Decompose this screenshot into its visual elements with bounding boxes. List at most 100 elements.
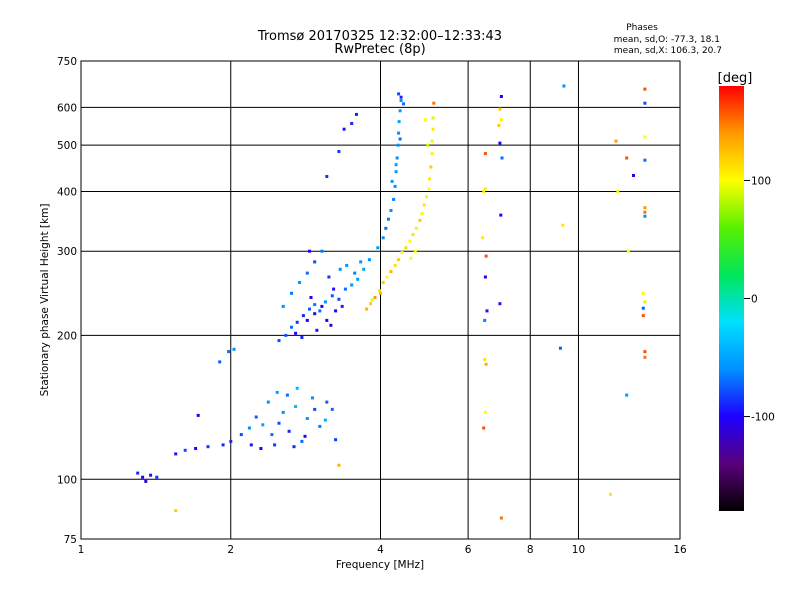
data-point — [614, 139, 618, 143]
data-point — [499, 516, 503, 520]
data-point — [332, 287, 336, 291]
data-point — [287, 429, 291, 433]
data-point — [355, 112, 358, 116]
data-point — [390, 179, 394, 183]
data-point — [315, 328, 319, 332]
data-point — [305, 271, 309, 275]
data-point — [381, 236, 385, 240]
data-point — [397, 120, 401, 124]
data-point — [239, 433, 243, 437]
y-tick-label: 200 — [57, 330, 77, 342]
y-tick-label: 100 — [57, 474, 77, 486]
data-point — [318, 424, 322, 428]
data-point — [301, 314, 305, 318]
data-point — [277, 421, 281, 425]
data-point — [290, 325, 293, 329]
colorbar-tick-label: 0 — [751, 294, 758, 306]
x-tick-label: 8 — [527, 544, 534, 556]
x-tick-label: 6 — [465, 544, 472, 556]
data-point — [393, 264, 397, 267]
data-point — [625, 156, 629, 160]
data-point — [254, 415, 258, 419]
data-point — [313, 312, 317, 316]
data-point — [308, 249, 311, 253]
data-point — [353, 271, 357, 275]
data-point — [362, 267, 366, 271]
data-point — [320, 249, 324, 253]
data-point — [409, 256, 413, 260]
data-point — [485, 309, 489, 313]
data-point — [343, 287, 347, 291]
data-point — [400, 251, 404, 255]
data-point — [221, 443, 225, 447]
data-point — [399, 95, 403, 99]
data-point — [369, 302, 373, 306]
x-tick-label: 2 — [227, 544, 234, 556]
data-point — [136, 471, 140, 475]
phase-box-o-stats: mean, sd,O: -77.3, 18.1 — [614, 35, 720, 45]
data-point — [429, 165, 433, 169]
data-point — [229, 439, 233, 443]
data-point — [430, 139, 434, 143]
data-point — [420, 211, 424, 215]
data-point — [227, 350, 231, 354]
data-point — [313, 303, 317, 307]
data-point — [174, 509, 178, 513]
data-point — [643, 355, 647, 359]
data-point — [484, 362, 488, 366]
grid-lines — [81, 61, 680, 539]
data-point — [387, 217, 390, 221]
x-tick-label: 16 — [673, 544, 687, 556]
data-point — [194, 447, 198, 450]
data-point — [643, 214, 647, 218]
data-point — [174, 452, 178, 456]
data-point — [247, 426, 251, 430]
data-point — [340, 304, 344, 308]
plot-frame — [80, 60, 681, 540]
data-point — [483, 275, 487, 279]
data-point — [643, 101, 647, 105]
data-point — [356, 277, 360, 281]
data-point — [482, 426, 486, 430]
data-point — [498, 107, 502, 111]
data-point — [285, 393, 289, 397]
data-point — [141, 475, 145, 479]
data-point — [626, 249, 630, 253]
data-point — [643, 206, 647, 210]
data-point — [397, 131, 401, 135]
data-point — [389, 270, 393, 274]
data-point — [431, 116, 435, 120]
data-point — [427, 187, 431, 191]
data-point — [337, 297, 341, 301]
y-tick-label: 400 — [57, 186, 77, 198]
data-point — [425, 195, 428, 199]
data-point — [373, 296, 377, 299]
data-point — [413, 249, 417, 253]
y-tick-label: 750 — [57, 56, 77, 68]
data-point — [295, 320, 299, 324]
data-point — [379, 291, 382, 295]
data-point — [643, 300, 647, 304]
data-point — [300, 439, 304, 443]
data-point — [232, 347, 236, 351]
data-point — [384, 226, 388, 230]
data-point — [334, 309, 338, 313]
data-point — [418, 218, 422, 222]
data-point — [292, 445, 296, 449]
data-point — [345, 264, 349, 267]
data-point — [273, 443, 277, 447]
x-tick-label: 1 — [78, 544, 85, 556]
data-point — [365, 307, 369, 311]
data-point — [377, 289, 381, 293]
data-point — [385, 275, 389, 279]
data-point — [206, 445, 210, 449]
data-point — [327, 275, 331, 279]
data-point — [399, 99, 403, 102]
data-point — [397, 92, 401, 96]
y-axis-label: Stationary phase Virtual Height [km] — [39, 204, 51, 397]
data-point — [281, 410, 285, 414]
data-point — [308, 307, 311, 311]
data-point — [270, 433, 274, 437]
data-point — [432, 101, 436, 105]
data-point — [616, 190, 620, 193]
